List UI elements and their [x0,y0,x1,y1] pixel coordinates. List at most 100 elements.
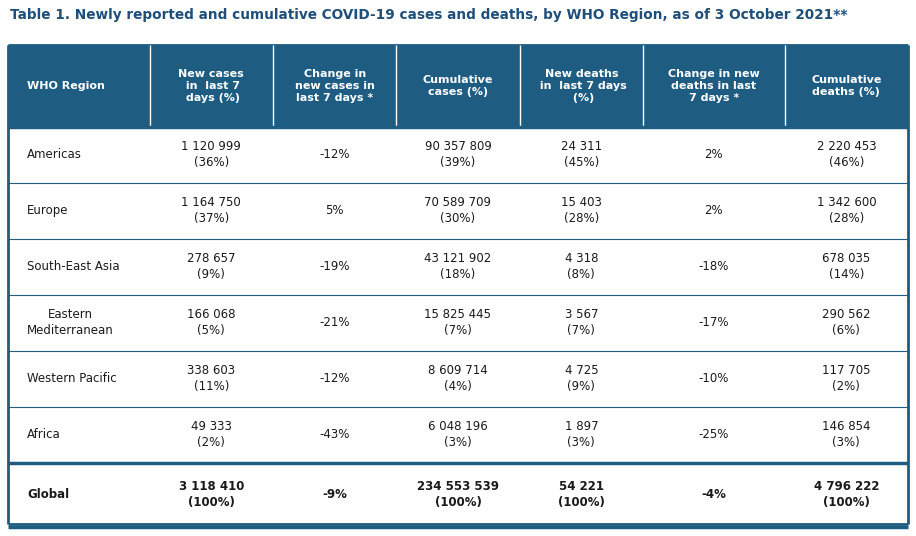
Text: Table 1. Newly reported and cumulative COVID-19 cases and deaths, by WHO Region,: Table 1. Newly reported and cumulative C… [10,8,847,22]
Text: 234 553 539
(100%): 234 553 539 (100%) [417,480,499,510]
Text: 2%: 2% [704,148,723,161]
Bar [149,127,273,183]
Bar [273,351,397,407]
Bar [273,127,397,183]
Text: -25%: -25% [699,428,729,442]
Bar [397,407,519,463]
Bar [397,351,519,407]
Text: 3 567
(7%): 3 567 (7%) [564,309,598,338]
Text: 54 221
(100%): 54 221 (100%) [558,480,605,510]
Text: 4 725
(9%): 4 725 (9%) [564,364,598,393]
Bar [643,45,785,127]
Bar [643,351,785,407]
Text: 166 068
(5%): 166 068 (5%) [187,309,235,338]
Bar [397,239,519,295]
Text: -10%: -10% [699,373,729,385]
Bar [273,407,397,463]
Text: -21%: -21% [320,316,350,330]
Text: 1 897
(3%): 1 897 (3%) [564,421,598,450]
Text: 1 120 999
(36%): 1 120 999 (36%) [181,140,241,169]
Bar [519,239,643,295]
Bar [519,127,643,183]
Text: -43%: -43% [320,428,350,442]
Bar [149,295,273,351]
Text: -9%: -9% [322,488,347,502]
Bar [149,463,273,527]
Bar [397,127,519,183]
Text: New cases
 in  last 7
 days (%): New cases in last 7 days (%) [179,69,245,103]
Bar [149,183,273,239]
Bar [273,45,397,127]
Text: -4%: -4% [702,488,726,502]
Text: 15 825 445
(7%): 15 825 445 (7%) [424,309,492,338]
Text: Western Pacific: Western Pacific [27,373,117,385]
Bar [643,239,785,295]
Bar [519,463,643,527]
Text: -19%: -19% [320,260,350,273]
Text: 24 311
(45%): 24 311 (45%) [561,140,602,169]
Text: Cumulative
cases (%): Cumulative cases (%) [423,75,493,97]
Text: 8 609 714
(4%): 8 609 714 (4%) [428,364,488,393]
Text: 4 796 222
(100%): 4 796 222 (100%) [813,480,879,510]
Bar [785,45,908,127]
Bar [519,407,643,463]
Bar [643,407,785,463]
Bar [785,183,908,239]
Text: 15 403
(28%): 15 403 (28%) [561,197,602,226]
Bar [519,295,643,351]
Bar [8,45,149,127]
Text: Cumulative
deaths (%): Cumulative deaths (%) [812,75,881,97]
Text: 70 589 709
(30%): 70 589 709 (30%) [424,197,492,226]
Text: 117 705
(2%): 117 705 (2%) [822,364,870,393]
Text: 278 657
(9%): 278 657 (9%) [187,252,235,281]
Bar [643,463,785,527]
Bar [397,463,519,527]
Bar [273,183,397,239]
Text: Europe: Europe [27,205,69,218]
Bar [785,295,908,351]
Bar [149,239,273,295]
Text: Change in new
deaths in last
7 days *: Change in new deaths in last 7 days * [668,69,759,103]
Text: Eastern
Mediterranean: Eastern Mediterranean [27,309,114,338]
Text: Americas: Americas [27,148,82,161]
Bar [643,127,785,183]
Bar [785,351,908,407]
Text: 4 318
(8%): 4 318 (8%) [564,252,598,281]
Text: -17%: -17% [699,316,729,330]
Bar [519,45,643,127]
Bar [785,463,908,527]
Bar [8,407,149,463]
Text: 90 357 809
(39%): 90 357 809 (39%) [424,140,492,169]
Bar [397,295,519,351]
Bar [149,45,273,127]
Text: Global: Global [27,488,70,502]
Text: -12%: -12% [320,373,350,385]
Bar [785,407,908,463]
Bar [149,351,273,407]
Text: 2 220 453
(46%): 2 220 453 (46%) [816,140,876,169]
Text: 49 333
(2%): 49 333 (2%) [191,421,232,450]
Text: 3 118 410
(100%): 3 118 410 (100%) [179,480,244,510]
Bar [8,183,149,239]
Bar [273,295,397,351]
Text: 290 562
(6%): 290 562 (6%) [822,309,870,338]
Bar [8,463,149,527]
Bar [149,407,273,463]
Text: 338 603
(11%): 338 603 (11%) [187,364,235,393]
Bar [8,239,149,295]
Text: 43 121 902
(18%): 43 121 902 (18%) [424,252,492,281]
Bar [397,45,519,127]
Text: -18%: -18% [699,260,729,273]
Bar [785,239,908,295]
Bar [8,127,149,183]
Text: 1 164 750
(37%): 1 164 750 (37%) [181,197,241,226]
Text: WHO Region: WHO Region [27,81,105,91]
Bar [785,127,908,183]
Bar [519,351,643,407]
Text: Change in
new cases in
last 7 days *: Change in new cases in last 7 days * [295,69,375,103]
Bar [273,463,397,527]
Text: 5%: 5% [325,205,344,218]
Bar [643,183,785,239]
Bar [519,183,643,239]
Text: Africa: Africa [27,428,61,442]
